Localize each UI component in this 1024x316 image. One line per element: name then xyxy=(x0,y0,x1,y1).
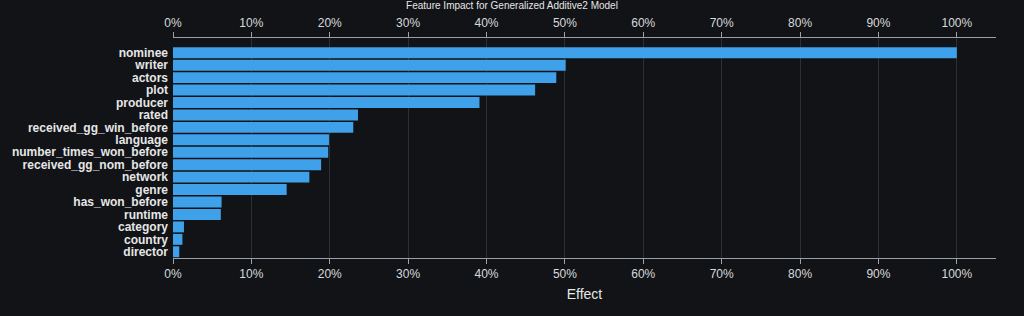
svg-text:10%: 10% xyxy=(239,16,263,30)
svg-text:60%: 60% xyxy=(631,16,655,30)
svg-text:network: network xyxy=(122,170,168,184)
svg-text:20%: 20% xyxy=(318,16,342,30)
svg-text:90%: 90% xyxy=(866,267,890,281)
svg-text:30%: 30% xyxy=(396,267,420,281)
svg-text:60%: 60% xyxy=(631,267,655,281)
svg-text:80%: 80% xyxy=(788,16,812,30)
svg-text:nominee: nominee xyxy=(119,46,169,60)
svg-text:category: category xyxy=(118,220,168,234)
svg-text:country: country xyxy=(124,233,168,247)
svg-text:has_won_before: has_won_before xyxy=(73,195,168,209)
svg-text:plot: plot xyxy=(146,83,168,97)
svg-text:language: language xyxy=(115,133,168,147)
svg-text:received_gg_nom_before: received_gg_nom_before xyxy=(23,158,169,172)
svg-text:70%: 70% xyxy=(710,16,734,30)
svg-text:100%: 100% xyxy=(941,267,972,281)
svg-text:10%: 10% xyxy=(239,267,263,281)
svg-text:100%: 100% xyxy=(941,16,972,30)
svg-text:genre: genre xyxy=(135,183,168,197)
svg-text:30%: 30% xyxy=(396,16,420,30)
svg-text:70%: 70% xyxy=(710,267,734,281)
svg-text:90%: 90% xyxy=(866,16,890,30)
svg-text:rated: rated xyxy=(139,108,168,122)
svg-text:50%: 50% xyxy=(553,16,577,30)
svg-text:Feature Impact for Generalized: Feature Impact for Generalized Additive2… xyxy=(406,0,618,11)
svg-text:40%: 40% xyxy=(475,267,499,281)
svg-text:received_gg_win_before: received_gg_win_before xyxy=(28,121,168,135)
svg-text:80%: 80% xyxy=(788,267,812,281)
svg-text:Effect: Effect xyxy=(567,286,603,302)
svg-text:writer: writer xyxy=(134,58,168,72)
svg-text:20%: 20% xyxy=(318,267,342,281)
svg-text:number_times_won_before: number_times_won_before xyxy=(12,145,168,159)
svg-text:runtime: runtime xyxy=(124,208,168,222)
svg-text:40%: 40% xyxy=(475,16,499,30)
svg-text:producer: producer xyxy=(116,96,168,110)
svg-text:0%: 0% xyxy=(164,267,182,281)
svg-text:actors: actors xyxy=(132,71,168,85)
svg-text:50%: 50% xyxy=(553,267,577,281)
svg-text:0%: 0% xyxy=(164,16,182,30)
svg-text:director: director xyxy=(123,245,168,259)
